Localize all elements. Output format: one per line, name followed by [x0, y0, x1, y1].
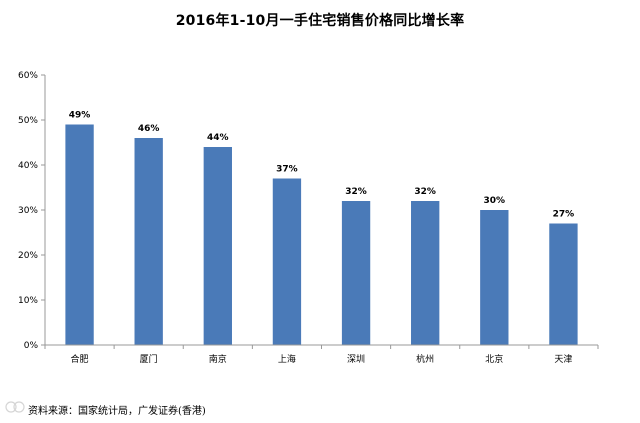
bar — [65, 124, 94, 345]
bar — [549, 223, 578, 345]
data-label: 30% — [484, 196, 506, 206]
x-tick-label: 杭州 — [416, 353, 434, 365]
bar — [272, 178, 302, 345]
source-note: 资料来源：国家统计局，广发证券(香港) — [28, 406, 206, 417]
bars: 49% 46% 44% 37% 32% 32% 30% 27% — [65, 111, 578, 345]
y-tick-label: 20% — [18, 251, 38, 261]
bar — [134, 138, 163, 345]
x-tick-label: 上海 — [278, 353, 296, 365]
x-tick-label: 天津 — [554, 354, 572, 365]
data-label: 27% — [553, 210, 575, 220]
x-tick-label: 北京 — [485, 353, 503, 365]
data-label: 32% — [414, 187, 436, 197]
y-tick-label: 60% — [18, 71, 38, 81]
bar — [341, 201, 371, 345]
bar — [203, 147, 232, 345]
watermark-logo-icon — [5, 401, 25, 413]
y-tick-label: 40% — [18, 161, 38, 171]
y-tick-label: 50% — [18, 116, 38, 126]
bar — [480, 210, 509, 345]
y-axis: 0% 10% 20% 30% 40% 50% 60% — [18, 71, 46, 351]
data-label: 44% — [207, 133, 229, 143]
bar — [411, 201, 440, 345]
data-label: 49% — [69, 111, 91, 121]
x-axis: 合肥 厦门 南京 上海 深圳 杭州 北京 天津 — [44, 344, 599, 365]
data-label: 46% — [138, 124, 160, 134]
x-tick-label: 南京 — [209, 353, 227, 365]
y-tick-label: 30% — [18, 206, 38, 216]
data-label: 32% — [345, 187, 367, 197]
data-label: 37% — [276, 165, 298, 175]
x-tick-label: 深圳 — [347, 354, 365, 365]
y-tick-label: 0% — [24, 341, 39, 351]
y-tick-label: 10% — [18, 296, 38, 306]
chart-title: 2016年1-10月一手住宅销售价格同比增长率 — [175, 13, 465, 29]
x-tick-label: 合肥 — [71, 353, 89, 365]
x-tick-label: 厦门 — [140, 353, 158, 365]
